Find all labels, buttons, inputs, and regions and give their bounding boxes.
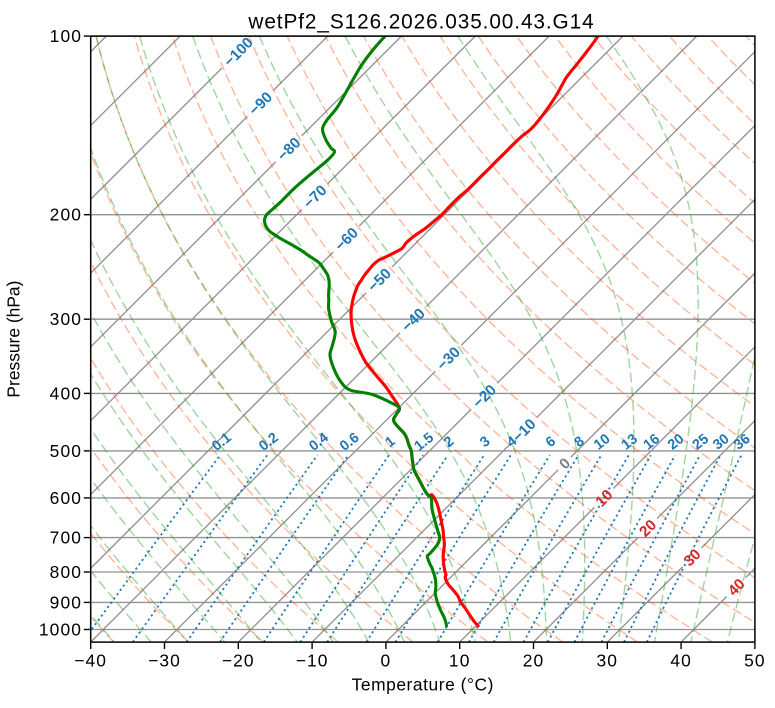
- svg-text:−40: −40: [74, 651, 107, 671]
- svg-text:200: 200: [50, 205, 82, 225]
- svg-text:700: 700: [50, 528, 82, 548]
- svg-text:900: 900: [50, 592, 82, 612]
- svg-text:400: 400: [50, 383, 82, 403]
- svg-text:13: 13: [618, 431, 640, 453]
- svg-text:800: 800: [50, 562, 82, 582]
- svg-text:50: 50: [744, 651, 766, 671]
- svg-text:Pressure (hPa): Pressure (hPa): [4, 281, 24, 398]
- svg-text:Temperature (°C): Temperature (°C): [352, 675, 494, 695]
- svg-text:20: 20: [665, 431, 687, 453]
- svg-text:300: 300: [50, 309, 82, 329]
- svg-text:100: 100: [50, 26, 82, 46]
- svg-text:40: 40: [670, 651, 692, 671]
- svg-text:30: 30: [710, 431, 732, 453]
- svg-text:0: 0: [381, 651, 392, 671]
- svg-text:10: 10: [591, 431, 613, 453]
- svg-text:16: 16: [641, 431, 663, 453]
- svg-text:25: 25: [690, 431, 712, 453]
- svg-text:1000: 1000: [39, 620, 82, 640]
- svg-text:−30: −30: [148, 651, 181, 671]
- svg-text:wetPf2_S126.2026.035.00.43.G14: wetPf2_S126.2026.035.00.43.G14: [247, 10, 594, 33]
- svg-text:36: 36: [731, 431, 753, 453]
- svg-text:10: 10: [449, 651, 471, 671]
- svg-text:30: 30: [597, 651, 619, 671]
- svg-text:−20: −20: [222, 651, 255, 671]
- svg-text:20: 20: [523, 651, 545, 671]
- svg-text:600: 600: [50, 488, 82, 508]
- svg-text:−10: −10: [296, 651, 329, 671]
- svg-text:500: 500: [50, 441, 82, 461]
